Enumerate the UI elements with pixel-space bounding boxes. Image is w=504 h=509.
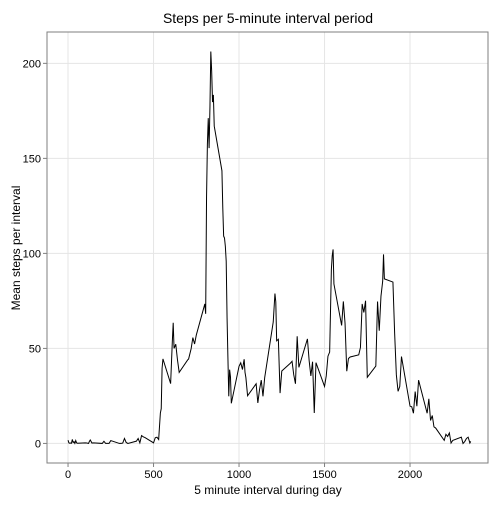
chart-title: Steps per 5-minute interval period	[163, 10, 373, 26]
y-tick-label: 50	[29, 343, 41, 355]
x-axis-label: 5 minute interval during day	[194, 483, 341, 497]
y-tick-label: 100	[23, 248, 41, 260]
y-tick-label: 150	[23, 153, 41, 165]
y-tick-label: 0	[35, 438, 41, 450]
x-tick-label: 1000	[227, 469, 251, 481]
line	[67, 51, 472, 445]
y-axis-label: Mean steps per interval	[9, 186, 23, 311]
x-tick-label: 1500	[312, 469, 336, 481]
x-tick-label: 2000	[398, 469, 422, 481]
y-tick-label: 200	[23, 58, 41, 70]
x-tick-label: 0	[65, 469, 71, 481]
plot-border	[46, 31, 489, 464]
x-tick-label: 500	[144, 469, 162, 481]
